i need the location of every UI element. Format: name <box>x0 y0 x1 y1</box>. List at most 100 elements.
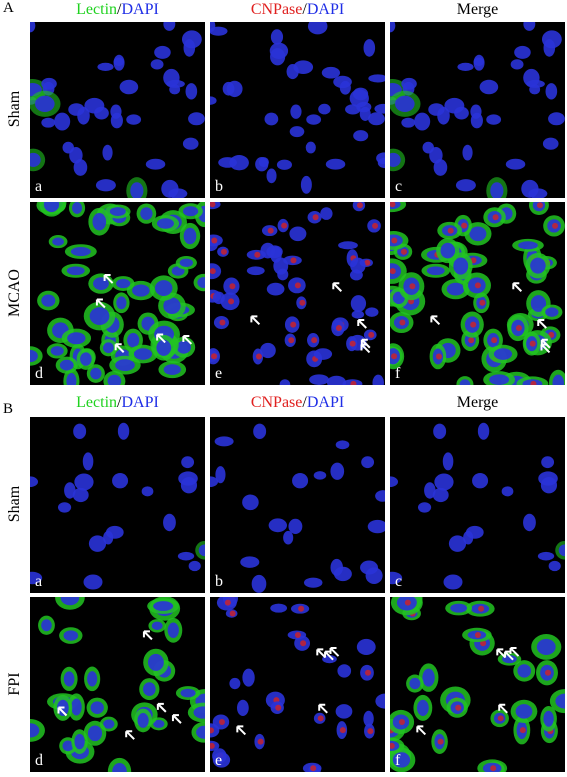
cell <box>542 137 559 150</box>
cell <box>372 374 384 391</box>
cell <box>318 103 331 115</box>
cell <box>151 621 163 630</box>
cell <box>545 83 558 100</box>
cell <box>250 315 261 326</box>
cell <box>255 157 269 172</box>
cell <box>71 202 83 214</box>
cell <box>329 647 340 657</box>
panel-letter: f <box>395 752 401 769</box>
cell <box>492 214 499 221</box>
cell <box>457 62 474 72</box>
cell <box>385 152 401 167</box>
cell <box>64 482 76 499</box>
cell <box>313 348 333 360</box>
cell <box>163 68 180 87</box>
cell <box>73 423 87 440</box>
cell <box>368 74 388 83</box>
cell <box>404 599 411 606</box>
section-label: B <box>3 401 14 417</box>
cell <box>435 353 442 360</box>
cell <box>176 340 191 354</box>
cell <box>267 227 274 234</box>
cell <box>479 79 499 95</box>
cell <box>434 473 454 491</box>
cell <box>470 112 483 129</box>
cell <box>365 307 379 317</box>
cell <box>300 175 312 194</box>
cell <box>367 519 388 534</box>
cell <box>429 147 443 164</box>
cell <box>69 147 83 164</box>
header-part: Merge <box>456 1 499 18</box>
cell <box>479 299 486 306</box>
cell <box>163 297 181 315</box>
cell <box>357 319 367 329</box>
cell <box>103 530 114 545</box>
cell <box>229 677 241 690</box>
cell <box>150 59 164 70</box>
cell <box>417 502 432 513</box>
cell <box>95 179 116 192</box>
cell <box>388 742 395 749</box>
micrograph: e <box>200 589 394 776</box>
cell <box>87 671 98 687</box>
cell <box>345 104 361 115</box>
cell <box>156 702 167 713</box>
cell <box>289 126 305 138</box>
cell <box>279 379 291 390</box>
cell <box>437 738 444 745</box>
cell <box>156 218 174 229</box>
cell <box>82 452 94 471</box>
cell <box>156 333 166 344</box>
cell <box>224 599 231 606</box>
cell <box>102 144 113 161</box>
cell <box>294 282 301 289</box>
column-header: Merge <box>390 1 565 19</box>
cell <box>107 374 122 388</box>
cell <box>395 95 415 113</box>
cell <box>92 213 107 231</box>
cell <box>515 324 522 331</box>
header-part: / <box>302 394 307 411</box>
cell <box>363 710 374 727</box>
cell <box>430 315 441 326</box>
micrograph: f <box>376 195 567 396</box>
cell <box>409 677 421 690</box>
cell <box>391 353 398 360</box>
cell <box>401 117 416 128</box>
cell <box>462 144 473 161</box>
cell <box>364 259 371 266</box>
cell <box>453 257 469 275</box>
cell <box>517 664 532 678</box>
column-header: Lectin/DAPI <box>30 1 205 19</box>
cell <box>399 319 406 326</box>
cell <box>95 298 106 309</box>
cell <box>180 477 198 494</box>
cell <box>260 242 276 259</box>
row-label: Sham <box>6 485 23 523</box>
cell <box>218 718 225 725</box>
micrograph: c <box>377 17 565 205</box>
cell <box>382 476 399 487</box>
cell <box>289 226 307 242</box>
header-part: / <box>117 1 122 18</box>
cell <box>168 188 188 199</box>
cell <box>306 114 322 125</box>
cell <box>222 81 235 96</box>
cell <box>489 374 510 386</box>
cell <box>125 730 135 740</box>
cell <box>290 257 297 264</box>
cell <box>363 39 376 57</box>
cell <box>63 671 75 687</box>
cell <box>229 610 236 617</box>
cell <box>255 353 262 360</box>
image <box>376 195 567 396</box>
cell <box>35 95 55 113</box>
cell <box>332 282 343 292</box>
micrograph: c <box>382 417 567 593</box>
cell <box>552 222 559 229</box>
cell <box>270 603 288 613</box>
cell <box>257 738 264 745</box>
cell <box>103 274 114 284</box>
cell <box>555 693 567 709</box>
